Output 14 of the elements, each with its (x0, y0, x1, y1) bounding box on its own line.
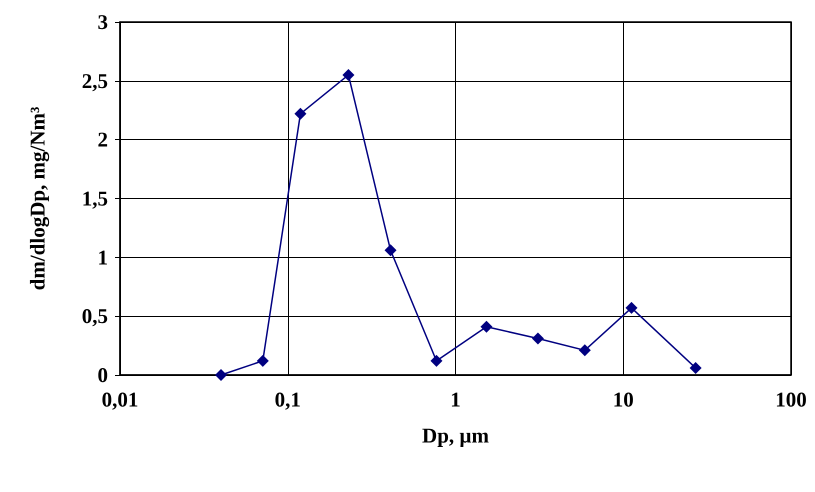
y-tick-label: 2 (98, 128, 108, 152)
x-tick-label: 10 (612, 388, 634, 412)
y-axis-title: dm/dlogDp, mg/Nm³ (26, 106, 50, 290)
y-tick-label: 0 (98, 363, 108, 387)
y-tick-label: 1 (98, 245, 108, 270)
y-tick-label: 1,5 (82, 186, 108, 210)
x-tick-label: 0,1 (274, 388, 301, 412)
x-axis-title: Dp, µm (422, 424, 490, 448)
y-tick-label: 0,5 (82, 304, 108, 328)
y-tick-label: 2,5 (82, 68, 108, 93)
x-tick-label: 1 (450, 388, 461, 412)
x-tick-label: 100 (775, 388, 807, 412)
x-tick-label: 0,01 (102, 388, 138, 412)
y-tick-label: 3 (98, 10, 108, 34)
